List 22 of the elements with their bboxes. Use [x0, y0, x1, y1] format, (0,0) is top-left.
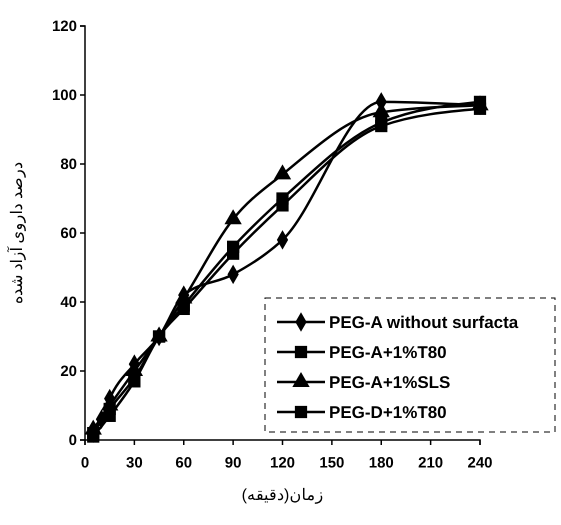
x-axis-title: زمان(دقیقه)	[242, 487, 324, 504]
x-tick-label: 180	[368, 454, 394, 472]
x-tick-label: 150	[319, 454, 344, 472]
x-tick-label: 90	[224, 454, 242, 472]
y-axis-title: درصد داروی آزاد شده	[6, 162, 26, 304]
y-tick-label: 40	[60, 294, 77, 311]
x-tick-label: 120	[270, 454, 296, 472]
legend-label: PEG-D+1%T80	[329, 402, 447, 422]
y-tick-label: 60	[60, 224, 77, 242]
x-tick-label: 240	[467, 454, 493, 472]
legend-label: PEG-A+1%T80	[329, 342, 447, 362]
y-tick-label: 0	[68, 432, 77, 449]
y-tick-label: 100	[52, 86, 77, 104]
y-tick-label: 120	[52, 18, 77, 35]
x-tick-label: 30	[126, 454, 143, 472]
x-tick-label: 60	[175, 454, 192, 472]
y-tick-label: 80	[60, 156, 77, 173]
legend-label: PEG-A without surfacta	[329, 312, 519, 332]
legend-label: PEG-A+1%SLS	[329, 372, 450, 392]
x-tick-label: 0	[80, 454, 90, 472]
x-tick-label: 210	[418, 454, 444, 472]
y-tick-label: 20	[60, 362, 77, 380]
